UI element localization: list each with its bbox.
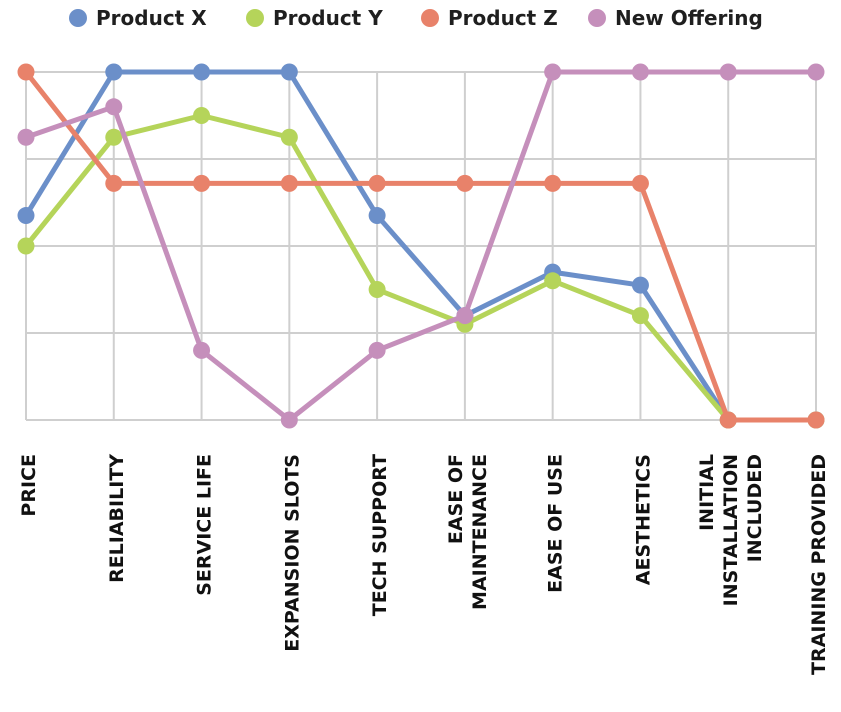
data-point — [193, 63, 211, 81]
legend-item: Product X — [69, 6, 207, 30]
data-point — [807, 63, 825, 81]
category-label: SERVICE LIFE — [194, 454, 216, 596]
data-point — [105, 98, 123, 116]
data-point — [280, 174, 298, 192]
data-point — [17, 237, 35, 255]
data-point — [631, 276, 649, 294]
category-label-line: TRAINING PROVIDED — [808, 454, 830, 675]
category-label-line: RELIABILITY — [106, 454, 128, 583]
data-point — [631, 63, 649, 81]
data-point — [17, 63, 35, 81]
legend: Product X Product Y Product Z New Offering — [69, 6, 763, 30]
data-point — [280, 63, 298, 81]
legend-marker — [246, 9, 264, 27]
legend-marker — [588, 9, 606, 27]
legend-marker — [421, 9, 439, 27]
category-label-line: INITIAL — [696, 454, 718, 531]
data-point — [368, 281, 386, 298]
category-label-line: AESTHETICS — [632, 454, 654, 585]
data-point — [544, 63, 562, 81]
category-label-line: PRICE — [18, 454, 40, 517]
series-line — [23, 69, 819, 423]
data-point — [456, 307, 474, 325]
data-point — [544, 174, 562, 192]
data-point — [280, 128, 298, 146]
data-point — [105, 128, 123, 146]
category-label: RELIABILITY — [106, 454, 128, 583]
data-point — [807, 411, 825, 429]
category-label: INITIAL INSTALLATION INCLUDED — [696, 454, 766, 606]
category-label-line: INCLUDED — [744, 454, 766, 562]
data-point — [719, 63, 737, 81]
category-labels: PRICE RELIABILITY SERVICE LIFE EXPANSION SL… — [18, 454, 830, 675]
legend-item: Product Y — [246, 6, 383, 30]
category-label: AESTHETICS — [632, 454, 654, 585]
category-label-line: EXPANSION SLOTS — [281, 454, 303, 652]
data-point — [193, 174, 211, 192]
data-point — [17, 128, 35, 146]
legend-label: New Offering — [615, 6, 763, 30]
series-line — [23, 113, 819, 423]
category-label: EASE OF MAINTENANCE — [445, 454, 491, 610]
legend-label: Product Y — [273, 6, 383, 30]
data-point — [631, 307, 649, 325]
data-point — [368, 341, 386, 359]
data-point — [631, 174, 649, 192]
category-label-line: TECH SUPPORT — [369, 454, 391, 616]
legend-label: Product Z — [448, 6, 558, 30]
category-label-line: INSTALLATION — [720, 454, 742, 606]
data-point — [105, 63, 123, 81]
category-label-line: SERVICE LIFE — [194, 454, 216, 596]
data-point — [544, 272, 562, 290]
data-point — [368, 174, 386, 192]
legend-item: New Offering — [588, 6, 763, 30]
data-point — [719, 411, 737, 429]
category-label: EASE OF USE — [545, 454, 567, 593]
data-point — [456, 174, 474, 192]
category-label: EXPANSION SLOTS — [281, 454, 303, 652]
legend-marker — [69, 9, 87, 27]
series-new-offering — [17, 63, 825, 429]
data-point — [193, 107, 211, 124]
category-label-line: MAINTENANCE — [469, 454, 491, 610]
series-line — [23, 69, 819, 423]
category-label: PRICE — [18, 454, 40, 517]
grid-layer — [25, 71, 817, 421]
data-point — [17, 207, 35, 225]
legend-item: Product Z — [421, 6, 558, 30]
category-label: TECH SUPPORT — [369, 454, 391, 616]
category-label-line: EASE OF USE — [545, 454, 567, 593]
category-label-line: EASE OF — [445, 454, 467, 544]
data-point — [368, 207, 386, 225]
category-label: TRAINING PROVIDED — [808, 454, 830, 675]
series-layer — [17, 63, 825, 429]
series-line — [23, 69, 819, 423]
data-point — [280, 411, 298, 429]
series-product-z — [17, 63, 825, 429]
data-point — [105, 174, 123, 192]
legend-label: Product X — [96, 6, 207, 30]
data-point — [193, 341, 211, 359]
